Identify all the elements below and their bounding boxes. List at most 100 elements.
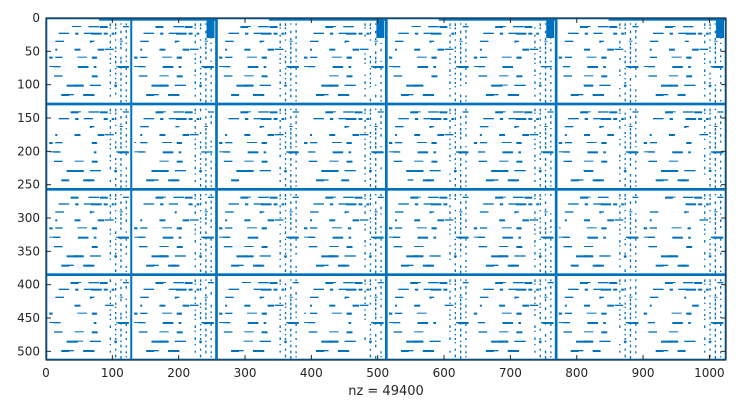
sparse-nonzero-mark xyxy=(544,356,547,359)
sparse-nonzero-mark xyxy=(648,160,657,162)
sparse-nonzero-mark xyxy=(459,180,462,183)
sparse-nonzero-mark xyxy=(188,288,193,291)
sparse-nonzero-mark xyxy=(332,236,344,239)
sparse-nonzero-mark xyxy=(140,134,143,136)
sparse-nonzero-mark xyxy=(709,60,711,64)
x-tick-label: 500 xyxy=(366,366,389,380)
sparse-nonzero-mark xyxy=(369,171,372,173)
sparse-nonzero-mark xyxy=(345,296,350,298)
sparse-nonzero-mark xyxy=(407,179,414,181)
sparse-nonzero-mark xyxy=(685,203,697,206)
sparse-nonzero-mark xyxy=(534,40,536,44)
sparse-nonzero-mark xyxy=(369,302,372,305)
sparse-nonzero-mark xyxy=(714,334,717,337)
sparse-nonzero-mark xyxy=(120,170,122,172)
sparse-nonzero-mark xyxy=(410,111,419,114)
sparse-nonzero-mark xyxy=(629,340,632,342)
sparse-nonzero-mark xyxy=(194,233,196,235)
sparse-nonzero-mark xyxy=(366,288,370,291)
sparse-nonzero-mark xyxy=(194,154,196,158)
sparse-nonzero-mark xyxy=(593,32,603,34)
sparse-nonzero-mark xyxy=(182,219,190,222)
sparse-nonzero-mark xyxy=(329,304,336,307)
sparse-nonzero-mark xyxy=(534,166,536,170)
sparse-nonzero-mark xyxy=(115,354,117,358)
sparse-nonzero-mark xyxy=(720,185,722,187)
sparse-nonzero-mark xyxy=(380,238,382,241)
sparse-nonzero-mark xyxy=(564,312,573,314)
sparse-nonzero-mark xyxy=(155,196,164,199)
sparse-nonzero-mark xyxy=(563,246,573,248)
sparse-nonzero-mark xyxy=(120,356,122,359)
sparse-nonzero-mark xyxy=(115,132,117,134)
sparse-nonzero-mark xyxy=(290,185,292,188)
sparse-nonzero-mark xyxy=(459,208,462,211)
sparse-nonzero-mark xyxy=(449,138,451,140)
sparse-nonzero-mark xyxy=(414,331,424,333)
sparse-nonzero-mark xyxy=(558,322,569,323)
sparse-nonzero-mark xyxy=(295,153,297,156)
sparse-nonzero-mark xyxy=(562,66,571,68)
sparse-nonzero-mark xyxy=(720,100,722,102)
y-tick-label: 50 xyxy=(25,44,40,58)
sparse-nonzero-mark xyxy=(534,62,536,64)
sparse-nonzero-mark xyxy=(629,152,632,154)
sparse-nonzero-mark xyxy=(524,282,533,284)
sparse-nonzero-mark xyxy=(414,203,419,206)
sparse-nonzero-mark xyxy=(105,304,114,306)
sparse-nonzero-mark xyxy=(714,243,717,246)
sparse-nonzero-mark xyxy=(714,237,717,240)
sparse-nonzero-mark xyxy=(109,166,112,170)
sparse-nonzero-mark xyxy=(539,78,541,80)
sparse-nonzero-mark xyxy=(698,118,703,120)
sparse-nonzero-mark xyxy=(281,288,285,291)
sparse-nonzero-mark xyxy=(680,264,689,267)
sparse-nonzero-mark xyxy=(295,55,297,58)
sparse-nonzero-mark xyxy=(704,258,706,260)
sparse-nonzero-mark xyxy=(115,108,117,112)
sparse-nonzero-mark xyxy=(629,201,632,204)
sparse-nonzero-mark xyxy=(550,213,552,215)
sparse-nonzero-mark xyxy=(122,111,129,113)
sparse-nonzero-mark xyxy=(176,331,183,334)
sparse-nonzero-mark xyxy=(501,56,512,58)
sparse-nonzero-mark xyxy=(205,78,207,81)
sparse-nonzero-mark xyxy=(338,203,348,205)
sparse-nonzero-mark xyxy=(115,198,117,200)
sparse-nonzero-mark xyxy=(125,180,127,183)
sparse-nonzero-mark xyxy=(624,32,626,35)
sparse-nonzero-mark xyxy=(178,227,182,230)
sparse-nonzero-mark xyxy=(279,337,281,340)
sparse-nonzero-mark xyxy=(284,283,287,286)
sparse-nonzero-mark xyxy=(325,196,334,199)
sparse-nonzero-mark xyxy=(284,248,287,250)
sparse-nonzero-mark xyxy=(454,167,456,170)
sparse-nonzero-mark xyxy=(279,148,281,150)
sparse-nonzero-mark xyxy=(624,252,626,255)
sparse-nonzero-mark xyxy=(289,211,293,213)
sparse-nonzero-mark xyxy=(380,194,382,196)
sparse-nonzero-mark xyxy=(687,142,691,144)
sparse-nonzero-mark xyxy=(714,30,717,34)
sparse-nonzero-mark xyxy=(406,255,418,258)
sparse-nonzero-mark xyxy=(369,167,372,170)
sparse-nonzero-mark xyxy=(483,118,494,120)
sparse-nonzero-mark xyxy=(449,314,451,316)
sparse-nonzero-mark xyxy=(492,94,499,96)
sparse-nonzero-mark xyxy=(686,246,693,248)
sparse-nonzero-mark xyxy=(375,185,377,188)
sparse-nonzero-mark xyxy=(624,243,626,246)
sparse-nonzero-mark xyxy=(205,84,207,86)
sparse-nonzero-mark xyxy=(624,194,626,197)
sparse-nonzero-mark xyxy=(544,243,547,246)
sparse-nonzero-mark xyxy=(624,354,626,358)
sparse-nonzero-mark xyxy=(341,94,350,96)
sparse-nonzero-mark xyxy=(231,350,240,352)
sparse-nonzero-mark xyxy=(322,179,329,181)
sparse-nonzero-mark xyxy=(109,23,112,26)
sparse-nonzero-mark xyxy=(653,32,664,34)
sparse-nonzero-mark xyxy=(534,126,536,129)
sparse-nonzero-mark xyxy=(720,304,722,308)
sparse-nonzero-mark xyxy=(529,48,539,50)
sparse-nonzero-mark xyxy=(584,75,594,77)
